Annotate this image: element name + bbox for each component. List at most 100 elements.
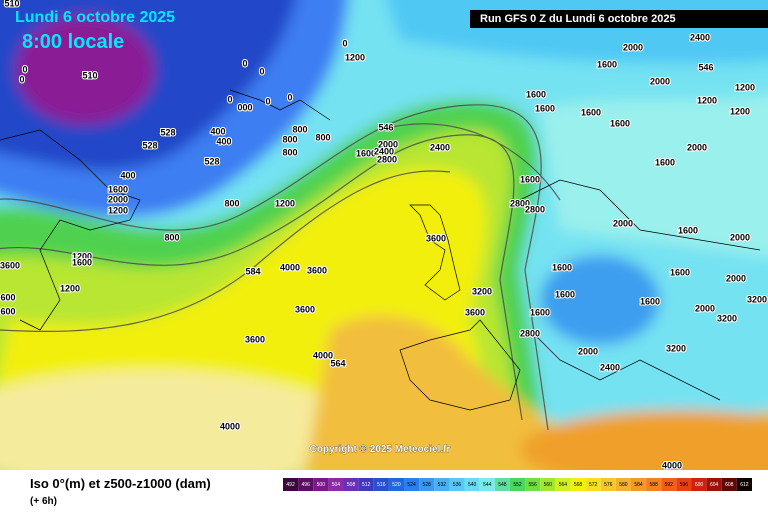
legend-label: 508 <box>347 482 356 488</box>
legend-swatch <box>646 478 662 491</box>
legend-label: 536 <box>453 482 462 488</box>
contour-label: 1200 <box>730 106 750 116</box>
legend-swatch <box>676 478 692 491</box>
legend-label: 528 <box>423 482 432 488</box>
contour-label: 3600 <box>245 334 265 344</box>
legend-swatch <box>615 478 631 491</box>
contour-label: 2800 <box>510 198 530 208</box>
contour-label: 1600 <box>670 267 690 277</box>
contour-label: 3600 <box>295 304 315 314</box>
legend-swatch <box>464 478 480 491</box>
legend-swatch <box>404 478 420 491</box>
contour-label: 800 <box>224 198 239 208</box>
legend-label: 580 <box>619 482 628 488</box>
legend-swatch <box>479 478 495 491</box>
contour-label: 1600 <box>356 148 376 158</box>
legend-swatch <box>661 478 677 491</box>
contour-label: 2000 <box>578 346 598 356</box>
contour-label: 1600 <box>72 257 92 267</box>
legend-label: 520 <box>392 482 401 488</box>
contour-label: 800 <box>164 232 179 242</box>
legend-label: 608 <box>725 482 734 488</box>
contour-label: 0 <box>19 74 24 84</box>
contour-label: 1600 <box>535 103 555 113</box>
contour-label: 2000 <box>695 303 715 313</box>
contour-label: 800 <box>282 147 297 157</box>
legend-label: 596 <box>680 482 689 488</box>
contour-label: 510 <box>4 0 19 8</box>
legend-label: 576 <box>604 482 613 488</box>
contour-label: 546 <box>378 122 393 132</box>
contour-label: 0 <box>265 96 270 106</box>
contour-label: 0 <box>242 58 247 68</box>
legend-swatch <box>373 478 389 491</box>
contour-label: 2000 <box>378 139 398 149</box>
contour-label: 1200 <box>275 198 295 208</box>
contour-label: 1600 <box>555 289 575 299</box>
contour-label: 1600 <box>520 174 540 184</box>
legend-label: 560 <box>544 482 553 488</box>
contour-label: 1600 <box>640 296 660 306</box>
contour-label: 2000 <box>730 232 750 242</box>
contour-label: 400 <box>210 126 225 136</box>
legend-swatch <box>555 478 571 491</box>
contour-label: 3200 <box>666 343 686 353</box>
legend-label: 544 <box>483 482 492 488</box>
contour-label: 2800 <box>525 204 545 214</box>
contour-label: 2800 <box>520 328 540 338</box>
contour-label: 3600 <box>307 265 327 275</box>
contour-label: 000 <box>237 102 252 112</box>
contour-label: 1600 <box>526 89 546 99</box>
legend-label: 592 <box>665 482 674 488</box>
legend-label: 504 <box>332 482 341 488</box>
copyright: Copyright © 2025 Meteociel.fr <box>310 444 451 455</box>
legend-swatch <box>313 478 329 491</box>
contour-label: 1600 <box>655 157 675 167</box>
legend-label: 600 <box>695 482 704 488</box>
contour-label: 2000 <box>623 42 643 52</box>
run-box <box>470 10 768 28</box>
contour-label: 546 <box>698 62 713 72</box>
contour-label: 1600 <box>581 107 601 117</box>
legend-label: 552 <box>513 482 522 488</box>
footer-step: (+ 6h) <box>30 496 57 507</box>
legend-swatch <box>630 478 647 491</box>
legend-swatch <box>328 478 344 491</box>
contour-label: 4000 <box>313 350 333 360</box>
legend: 492 496 500 504 508 512 516 520 524 528 532 536 540 5… <box>283 478 752 491</box>
legend-label: 584 <box>634 482 643 488</box>
contour-label: 800 <box>282 134 297 144</box>
legend-swatch <box>585 478 601 491</box>
legend-swatch <box>298 478 314 491</box>
contour-label: 1200 <box>108 205 128 215</box>
contour-label: 400 <box>216 136 231 146</box>
contour-label: 4000 <box>662 460 682 470</box>
legend-swatch <box>358 478 374 491</box>
legend-swatch <box>540 478 556 491</box>
legend-label: 492 <box>286 482 295 488</box>
legend-label: 564 <box>559 482 568 488</box>
legend-label: 512 <box>362 482 371 488</box>
contour-label: 1200 <box>735 82 755 92</box>
legend-label: 500 <box>317 482 326 488</box>
legend-label: 516 <box>377 482 386 488</box>
contour-label: 4000 <box>220 421 240 431</box>
contour-label: 1600 <box>108 184 128 194</box>
contour-label: 1200 <box>697 95 717 105</box>
legend-swatch <box>494 478 510 491</box>
legend-swatch <box>434 478 450 491</box>
contour-label: 2000 <box>108 194 128 204</box>
legend-swatch <box>691 478 707 491</box>
contour-label: 600 <box>0 306 15 316</box>
contour-label: 2800 <box>377 154 397 164</box>
map-field <box>0 0 768 470</box>
legend-swatch <box>600 478 616 491</box>
contour-label: 3600 <box>0 260 20 270</box>
legend-label: 532 <box>438 482 447 488</box>
legend-label: 556 <box>528 482 537 488</box>
map-time: 8:00 locale <box>22 31 124 53</box>
legend-label: 548 <box>498 482 507 488</box>
legend-swatch <box>570 478 586 491</box>
